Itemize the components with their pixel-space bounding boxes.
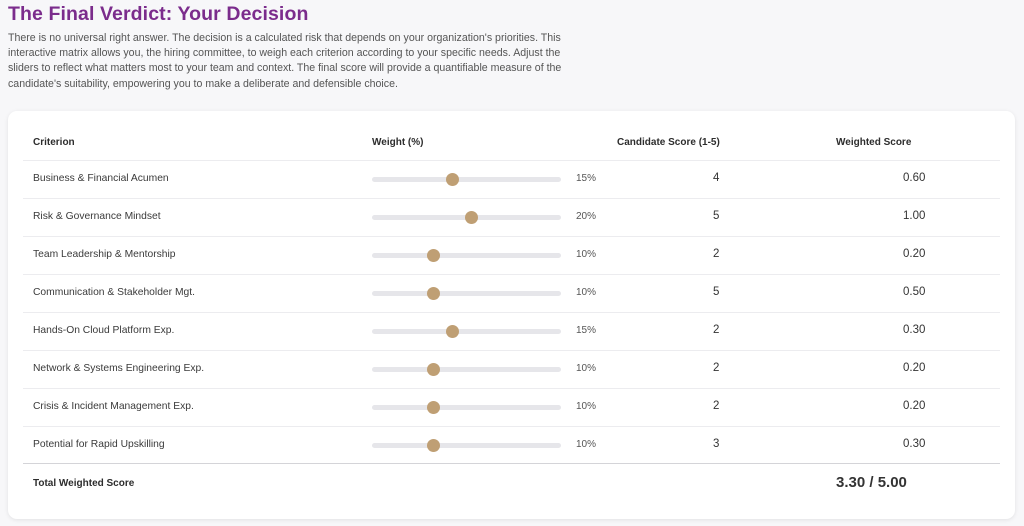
weight-slider-thumb[interactable]: [427, 248, 440, 262]
candidate-score: 4: [713, 172, 720, 184]
page-title: The Final Verdict: Your Decision: [8, 3, 309, 25]
weight-slider-thumb[interactable]: [427, 286, 440, 300]
criterion-label: Team Leadership & Mentorship: [33, 249, 176, 260]
weighted-score: 0.60: [903, 172, 926, 184]
weight-slider-thumb[interactable]: [445, 172, 459, 186]
weight-slider-thumb[interactable]: [464, 210, 478, 224]
criterion-label: Network & Systems Engineering Exp.: [33, 363, 205, 374]
header-criterion: Criterion: [33, 137, 75, 148]
table-row: Hands-On Cloud Platform Exp. 15% 2 0.30: [23, 312, 1000, 350]
criterion-label: Hands-On Cloud Platform Exp.: [33, 325, 175, 336]
table-row: Network & Systems Engineering Exp. 10% 2 0.…: [23, 350, 1000, 388]
table-row: Business & Financial Acumen 15% 4 0.60: [23, 160, 1000, 198]
candidate-score: 2: [713, 400, 720, 412]
weighted-score: 1.00: [903, 210, 926, 222]
weight-slider[interactable]: [372, 248, 561, 262]
criterion-label: Potential for Rapid Upskilling: [33, 439, 165, 450]
weight-slider-thumb[interactable]: [427, 362, 440, 376]
weight-slider[interactable]: [372, 362, 561, 376]
weight-percent: 15%: [576, 325, 597, 336]
weight-percent: 20%: [576, 211, 597, 222]
candidate-score: 5: [713, 210, 720, 222]
weight-slider[interactable]: [372, 210, 561, 224]
criterion-label: Crisis & Incident Management Exp.: [33, 401, 194, 412]
criterion-label: Communication & Stakeholder Mgt.: [33, 287, 195, 298]
weight-percent: 10%: [576, 363, 597, 374]
total-value: 3.30 / 5.00: [836, 474, 907, 491]
table-row: Crisis & Incident Management Exp. 10% 2 0.2…: [23, 388, 1000, 426]
weight-slider-thumb[interactable]: [445, 324, 459, 338]
candidate-score: 5: [713, 286, 720, 298]
header-candidate-score: Candidate Score (1-5): [617, 137, 720, 148]
weight-percent: 10%: [576, 401, 597, 412]
weight-percent: 10%: [576, 287, 597, 298]
weighted-score: 0.30: [903, 324, 926, 336]
table-row: Potential for Rapid Upskilling 10% 3 0.30: [23, 426, 1000, 464]
table-row: Team Leadership & Mentorship 10% 2 0.20: [23, 236, 1000, 274]
weight-percent: 10%: [576, 249, 597, 260]
table-row: Risk & Governance Mindset 20% 5 1.00: [23, 198, 1000, 236]
weight-slider-thumb[interactable]: [427, 400, 440, 414]
weight-slider[interactable]: [372, 286, 561, 300]
criterion-label: Business & Financial Acumen: [33, 173, 169, 184]
criterion-label: Risk & Governance Mindset: [33, 211, 161, 222]
weight-slider-thumb[interactable]: [427, 438, 440, 452]
intro-text: There is no universal right answer. The …: [8, 32, 562, 90]
candidate-score: 2: [713, 248, 720, 260]
weighted-score: 0.20: [903, 400, 926, 412]
header-weighted-score: Weighted Score: [836, 137, 912, 148]
weighted-score: 0.20: [903, 248, 926, 260]
weight-percent: 10%: [576, 439, 597, 450]
weight-slider[interactable]: [372, 324, 561, 338]
weight-slider[interactable]: [372, 438, 561, 452]
candidate-score: 2: [713, 362, 720, 374]
weighted-score: 0.50: [903, 286, 926, 298]
decision-matrix-card: Criterion Weight (%) Candidate Score (1-…: [8, 111, 1015, 519]
weight-percent: 15%: [576, 173, 597, 184]
header-weight: Weight (%): [372, 137, 424, 148]
candidate-score: 2: [713, 324, 720, 336]
weighted-score: 0.20: [903, 362, 926, 374]
candidate-score: 3: [713, 438, 720, 450]
weight-slider[interactable]: [372, 400, 561, 414]
total-label: Total Weighted Score: [33, 478, 135, 489]
table-row: Communication & Stakeholder Mgt. 10% 5 0.50: [23, 274, 1000, 312]
weight-slider[interactable]: [372, 172, 561, 186]
weighted-score: 0.30: [903, 438, 926, 450]
